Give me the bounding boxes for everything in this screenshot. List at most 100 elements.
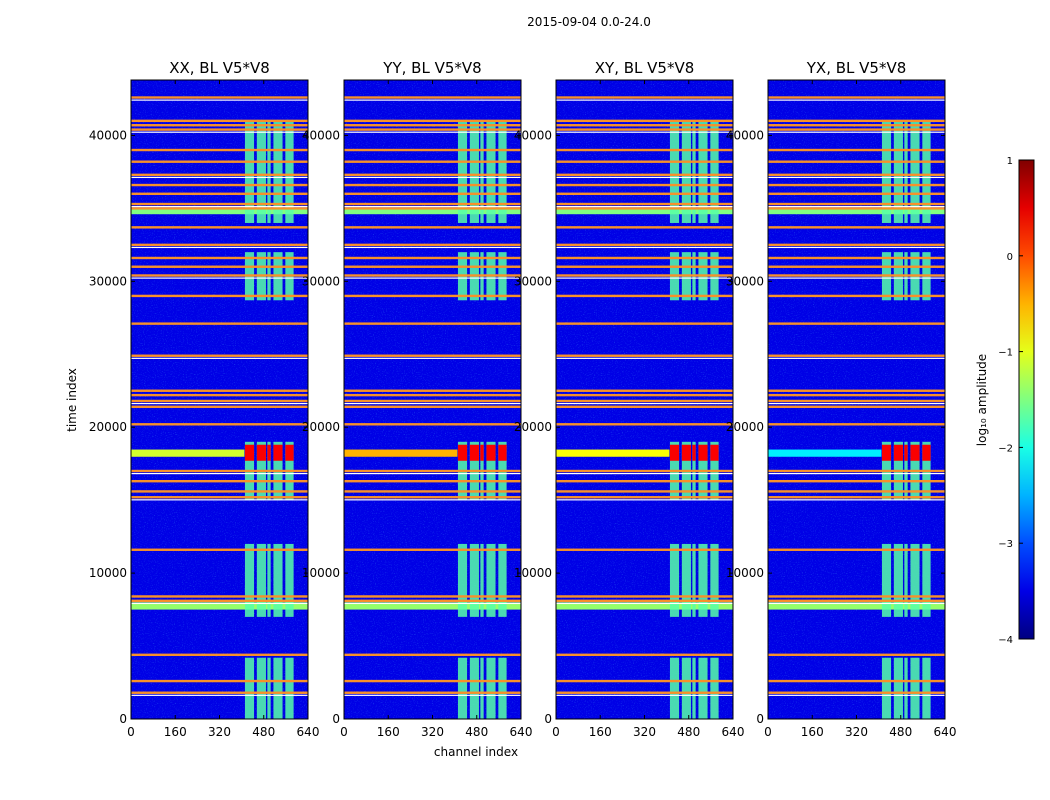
- rfi-gap: [768, 176, 945, 179]
- colorbar-tick-label: −1: [998, 348, 1013, 359]
- signal-block: [681, 120, 691, 223]
- rfi-line: [131, 183, 308, 187]
- rfi-gap: [344, 357, 521, 359]
- signal-block: [486, 120, 496, 223]
- y-tick-label: 20000: [514, 420, 552, 434]
- rfi-line: [131, 691, 308, 694]
- rfi-line: [344, 679, 521, 683]
- rfi-gap: [344, 99, 521, 101]
- rfi-line: [131, 423, 308, 426]
- rfi-line: [131, 354, 308, 357]
- rfi-line: [344, 399, 521, 403]
- rfi-line: [344, 148, 521, 152]
- signal-block: [498, 657, 507, 719]
- rfi-line: [131, 119, 308, 123]
- rfi-line: [768, 490, 945, 493]
- rfi-gap: [556, 602, 733, 605]
- rfi-line: [344, 393, 521, 397]
- signal-block: [256, 120, 266, 223]
- signal-block: [922, 543, 931, 617]
- panel-yy: YY, BL V5*V8 0 160 320 480 640 0 10000 20000 3000…: [302, 59, 533, 739]
- strong-event-block: [881, 444, 892, 461]
- x-tick-label: 0: [340, 725, 348, 739]
- rfi-line: [131, 469, 308, 473]
- rfi-line: [131, 599, 308, 603]
- rfi-line: [768, 548, 945, 551]
- rfi-line: [344, 479, 521, 483]
- x-tick-label: 0: [764, 725, 772, 739]
- rfi-line: [556, 653, 733, 657]
- rfi-line: [556, 399, 733, 403]
- y-tick-label: 10000: [726, 566, 764, 580]
- x-tick-label: 640: [510, 725, 533, 739]
- broadband-band: [768, 602, 945, 610]
- rfi-line: [768, 423, 945, 426]
- rfi-gap: [344, 206, 521, 208]
- strong-event-block: [480, 444, 484, 461]
- rfi-line: [556, 548, 733, 551]
- strong-event-block: [457, 444, 468, 461]
- rfi-line: [344, 202, 521, 206]
- rfi-gap: [768, 402, 945, 405]
- rfi-gap: [768, 602, 945, 605]
- y-tick-label: 40000: [514, 128, 552, 142]
- rfi-line: [131, 679, 308, 683]
- rfi-gap: [768, 206, 945, 208]
- rfi-line: [556, 160, 733, 163]
- rfi-gap: [556, 99, 733, 101]
- x-tick-label: 320: [421, 725, 444, 739]
- x-tick-label: 480: [465, 725, 488, 739]
- rfi-gap: [556, 357, 733, 359]
- signal-block: [922, 657, 931, 719]
- rfi-gap: [131, 357, 308, 359]
- rfi-line: [556, 243, 733, 247]
- rfi-line: [556, 322, 733, 325]
- broadband-band: [768, 208, 945, 215]
- rfi-line: [768, 243, 945, 247]
- rfi-line: [344, 599, 521, 603]
- panel-yx: YX, BL V5*V8 0 160 320 480 640 0 10000 20000 3000…: [726, 59, 957, 739]
- rfi-line: [768, 496, 945, 499]
- rfi-line: [556, 183, 733, 187]
- rfi-line: [131, 405, 308, 408]
- rfi-line: [768, 691, 945, 694]
- rfi-line: [344, 548, 521, 551]
- rfi-gap: [131, 176, 308, 179]
- rfi-line: [344, 96, 521, 99]
- rfi-line: [344, 354, 521, 357]
- signal-block: [710, 657, 719, 719]
- rfi-gap: [131, 472, 308, 475]
- rfi-line: [131, 389, 308, 392]
- x-tick-label: 0: [552, 725, 560, 739]
- rfi-line: [131, 243, 308, 247]
- signal-block: [681, 543, 691, 617]
- rfi-line: [556, 599, 733, 603]
- signal-block: [285, 543, 294, 617]
- rfi-line: [131, 496, 308, 499]
- y-tick-label: 0: [756, 712, 764, 726]
- rfi-line: [768, 128, 945, 131]
- y-tick-label: 30000: [89, 274, 127, 288]
- signal-block: [910, 120, 920, 223]
- rfi-line: [556, 124, 733, 127]
- rfi-line: [131, 124, 308, 127]
- panel-title: XY, BL V5*V8: [595, 59, 695, 77]
- rfi-gap: [344, 402, 521, 405]
- rfi-line: [556, 96, 733, 99]
- strong-event-block: [486, 444, 496, 461]
- signal-block: [267, 543, 271, 617]
- rfi-line: [344, 128, 521, 131]
- rfi-line: [556, 595, 733, 598]
- y-tick-label: 30000: [726, 274, 764, 288]
- signal-block: [244, 120, 255, 223]
- broadband-band: [556, 602, 733, 610]
- rfi-line: [344, 322, 521, 325]
- x-tick-label: 160: [164, 725, 187, 739]
- rfi-line: [131, 490, 308, 493]
- rfi-line: [344, 226, 521, 229]
- x-tick-label: 160: [801, 725, 824, 739]
- rfi-line: [131, 160, 308, 163]
- rfi-line: [131, 192, 308, 195]
- rfi-line: [768, 469, 945, 473]
- panel-title: YY, BL V5*V8: [382, 59, 481, 77]
